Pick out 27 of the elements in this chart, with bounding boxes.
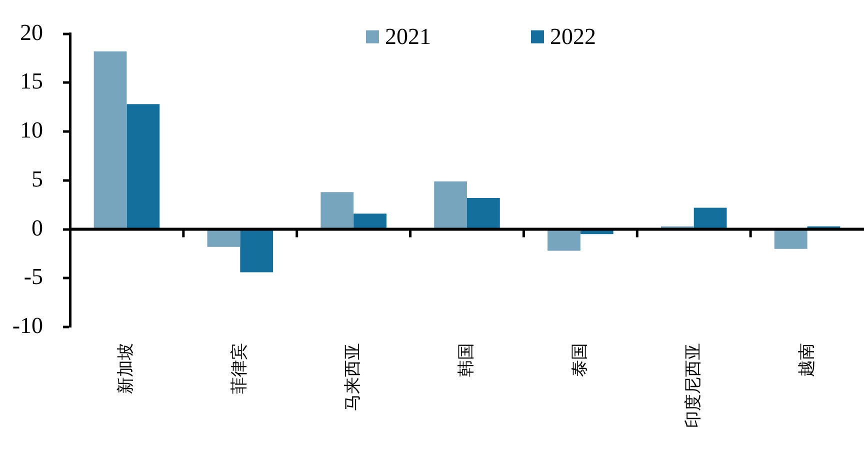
bar	[320, 192, 354, 229]
bar	[126, 104, 160, 229]
y-tick-label: -5	[24, 264, 43, 290]
y-tick-label: 20	[20, 20, 43, 45]
y-tick-label: -10	[12, 313, 43, 338]
bar	[694, 208, 727, 229]
x-tick-label: 韩国	[456, 343, 476, 377]
y-tick-label: 0	[32, 215, 43, 240]
x-tick-label: 印度尼西亚	[683, 343, 702, 428]
y-tick-label: 15	[20, 68, 43, 94]
legend-label: 2021	[385, 24, 431, 49]
x-tick-label: 菲律宾	[230, 343, 249, 394]
x-tick-label: 新加坡	[116, 343, 136, 394]
bar	[207, 230, 240, 247]
bar	[467, 198, 500, 229]
bar	[94, 51, 127, 229]
bar	[354, 214, 386, 229]
bar	[434, 181, 467, 229]
legend-label: 2022	[550, 24, 596, 49]
y-tick-label: 5	[32, 166, 43, 192]
y-tick-label: 10	[20, 118, 43, 143]
x-tick-label: 越南	[796, 343, 816, 377]
x-tick-label: 泰国	[570, 343, 589, 377]
bar	[240, 230, 274, 272]
x-tick-label: 马来西亚	[343, 343, 362, 411]
bar	[774, 230, 808, 249]
bar	[548, 230, 580, 251]
